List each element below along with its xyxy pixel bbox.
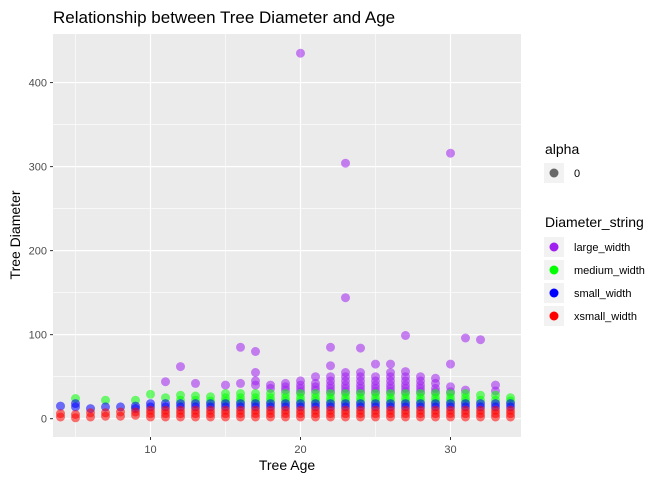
data-point (101, 395, 110, 405)
data-point (506, 405, 515, 415)
data-point (236, 378, 245, 388)
data-point (431, 405, 440, 415)
data-point (251, 347, 260, 356)
data-point (341, 158, 350, 168)
data-point (176, 362, 185, 372)
data-point (161, 377, 170, 387)
data-point (446, 405, 455, 415)
plot-panel (53, 34, 521, 437)
data-point (296, 405, 305, 415)
data-point (401, 405, 410, 415)
data-point (386, 405, 395, 415)
color-legend-keys: large_width medium_width small_widthxsmall… (544, 237, 645, 326)
x-axis-ticks: 10 20 30 (144, 437, 457, 456)
legend-label: large_width (574, 242, 630, 254)
x-tick-label: 10 (144, 444, 156, 456)
x-tick-label: 20 (294, 444, 306, 456)
data-point (371, 405, 380, 415)
data-point (251, 380, 260, 390)
data-point (311, 405, 320, 415)
data-point (146, 405, 155, 415)
chart-title: Relationship between Tree Diameter and A… (53, 8, 395, 27)
data-point (326, 405, 335, 415)
legend-key (549, 311, 559, 321)
data-point (281, 405, 290, 415)
data-point (251, 405, 260, 415)
data-point (266, 405, 275, 415)
data-point (146, 389, 155, 399)
data-point (461, 405, 470, 415)
data-point (86, 408, 95, 418)
data-point (446, 148, 455, 158)
legend-entry-large_width: large_width (544, 237, 630, 257)
legend-label: medium_width (574, 265, 645, 277)
color-legend: Diameter_string large_width medium_widths… (544, 214, 645, 326)
data-point (416, 405, 425, 415)
data-point (446, 359, 455, 369)
data-point (221, 405, 230, 415)
data-point (71, 402, 80, 412)
data-point (236, 405, 245, 415)
data-point (71, 410, 80, 419)
data-point (461, 333, 470, 343)
data-point (491, 405, 500, 415)
y-axis-ticks: 0 100 200 300 400 (29, 78, 53, 426)
legend-key (549, 242, 559, 252)
y-tick-label: 0 (41, 414, 47, 426)
alpha-legend-title: alpha (545, 141, 579, 157)
data-point (101, 408, 110, 418)
data-point (326, 361, 335, 371)
gridlines (53, 34, 521, 437)
y-tick-label: 200 (29, 246, 47, 258)
data-point (371, 359, 380, 369)
data-point (221, 380, 230, 390)
data-point (131, 407, 140, 417)
x-tick-label: 30 (444, 444, 456, 456)
data-point (191, 378, 200, 388)
data-point (191, 405, 200, 415)
data-point (326, 342, 335, 352)
data-point (341, 405, 350, 415)
alpha-legend: alpha 0 (544, 141, 580, 183)
data-point (236, 342, 245, 352)
data-point (161, 405, 170, 415)
data-point (341, 293, 350, 303)
data-point (116, 407, 125, 417)
y-tick-label: 100 (29, 330, 47, 342)
data-point (206, 405, 215, 415)
data-point (251, 368, 260, 377)
legend-entry-small_width: small_width (544, 283, 631, 303)
legend-label: small_width (574, 288, 631, 300)
color-legend-title: Diameter_string (545, 214, 644, 230)
data-points (56, 48, 515, 423)
data-point (311, 372, 320, 382)
data-point (386, 359, 395, 369)
data-point (56, 409, 65, 419)
y-tick-label: 400 (29, 78, 47, 90)
y-axis-title: Tree Diameter (7, 190, 23, 279)
data-point (476, 405, 485, 415)
data-point (176, 405, 185, 415)
data-point (356, 405, 365, 415)
y-tick-label: 300 (29, 162, 47, 174)
data-point (401, 331, 410, 340)
data-point (356, 343, 365, 353)
legend-entry-xsmall_width: xsmall_width (544, 306, 637, 326)
legend-key (549, 288, 559, 298)
series-xsmall_width (56, 405, 515, 423)
alpha-legend-label: 0 (574, 168, 580, 180)
x-axis-title: Tree Age (259, 457, 316, 473)
legend-entry-medium_width: medium_width (544, 260, 645, 280)
legend-label: xsmall_width (574, 311, 637, 323)
data-point (476, 335, 485, 345)
data-point (296, 48, 305, 58)
data-point (56, 401, 65, 411)
legend-key (549, 265, 559, 275)
alpha-legend-key (549, 168, 559, 178)
